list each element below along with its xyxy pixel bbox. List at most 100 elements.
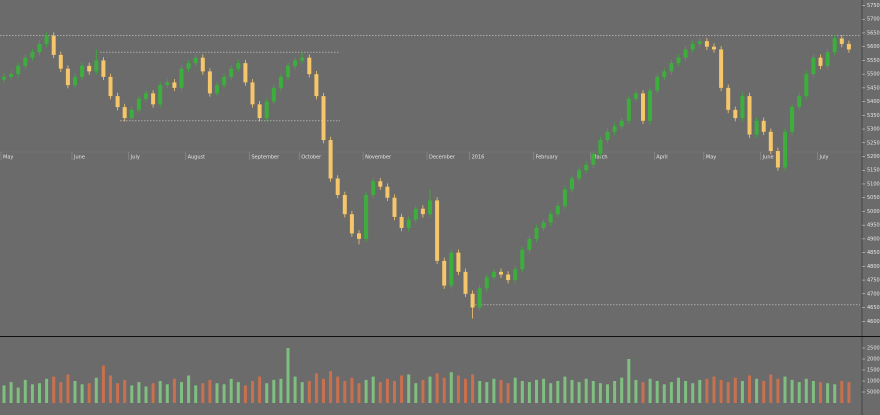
candle-body (697, 41, 702, 44)
candle-body (229, 68, 234, 77)
volume-bar (591, 381, 595, 403)
volume-bar (719, 379, 723, 403)
candle-body (94, 60, 99, 72)
volume-bar (577, 382, 581, 403)
candle-body (591, 153, 596, 165)
candle-body (726, 87, 731, 110)
x-tick-label: August (188, 155, 206, 161)
candle-body (633, 93, 638, 99)
candle-body (463, 271, 468, 294)
candle-body (570, 178, 574, 190)
volume-bar (94, 377, 98, 403)
candle-body (676, 57, 681, 64)
volume-bar (45, 378, 49, 403)
candle-body (328, 140, 333, 179)
y-tick-label: 4900 (867, 236, 880, 242)
candle-body (669, 63, 674, 72)
volume-bar (634, 379, 638, 403)
volume-bar (243, 385, 247, 403)
volume-bar (87, 383, 91, 403)
candle-body (193, 57, 198, 64)
candle-body (144, 93, 148, 99)
candle-body (392, 197, 397, 217)
volume-bar (222, 384, 226, 403)
candle-body (704, 41, 709, 47)
volume-bar (137, 382, 141, 403)
volume-bar (641, 382, 645, 403)
volume-tick-label: 25000 (867, 346, 880, 352)
volume-bar (769, 374, 773, 403)
volume-bar (811, 381, 815, 403)
y-tick-label: 4950 (867, 223, 880, 229)
volume-bar (364, 379, 368, 403)
volume-bar (527, 382, 531, 403)
candle-body (477, 288, 482, 308)
volume-bar (23, 379, 27, 403)
volume-bar (669, 382, 673, 403)
candle-body (470, 293, 475, 308)
volume-bar (300, 382, 304, 403)
volume-bar (598, 383, 602, 403)
volume-bar (286, 348, 290, 403)
candle-body (165, 82, 170, 86)
candle-body (73, 76, 77, 86)
candle-body (186, 63, 191, 69)
volume-bar (833, 384, 837, 403)
volume-bar (776, 378, 780, 403)
volume-bar (456, 375, 460, 403)
y-tick-label: 5750 (867, 3, 880, 9)
y-tick-label: 5450 (867, 85, 880, 91)
x-tick-label: October (301, 155, 322, 161)
candle-body (335, 178, 340, 195)
volume-bar (840, 381, 844, 403)
candle-body (562, 189, 567, 206)
candle-body (314, 74, 319, 97)
volume-bar (847, 382, 851, 403)
candle-body (385, 186, 390, 198)
candle-body (172, 82, 177, 88)
volume-bar (251, 381, 254, 403)
candle-body (243, 63, 248, 83)
volume-bar (66, 374, 70, 403)
y-tick-label: 4800 (867, 264, 880, 270)
volume-bar (471, 374, 475, 403)
volume-bar (30, 384, 34, 403)
candle-body (30, 52, 35, 58)
x-tick-label: November (365, 155, 392, 161)
volume-bar (329, 371, 333, 403)
volume-bar (187, 375, 191, 403)
volume-bar (520, 381, 524, 403)
volume-bar (130, 385, 134, 403)
volume-bar (59, 382, 63, 403)
volume-bar (662, 384, 666, 403)
volume-bar (428, 376, 432, 403)
x-tick-label: April (656, 155, 667, 161)
candle-body (541, 222, 546, 228)
volume-bar (485, 382, 489, 403)
volume-bar (393, 381, 396, 403)
candle-body (158, 85, 163, 105)
candle-body (236, 63, 241, 69)
x-tick-label: December (429, 155, 456, 161)
y-tick-label: 4750 (867, 278, 880, 284)
candle-body (648, 90, 653, 121)
volume-bar (606, 384, 609, 403)
candle-body (825, 52, 830, 66)
candle-body (520, 249, 525, 270)
candle-body (357, 233, 361, 239)
volume-bar (307, 381, 311, 403)
candle-body (115, 96, 120, 108)
candle-body (151, 93, 156, 105)
x-tick-label: July (130, 155, 140, 161)
candle-body (413, 208, 418, 220)
candle-body (101, 60, 106, 77)
y-tick-label: 5200 (867, 154, 880, 160)
volume-tick-label: 15000 (867, 368, 880, 374)
volume-bar (712, 376, 716, 403)
x-tick-label: May (706, 155, 716, 161)
candle-body (733, 109, 738, 119)
y-tick-label: 5350 (867, 113, 880, 119)
volume-bar (279, 378, 283, 403)
